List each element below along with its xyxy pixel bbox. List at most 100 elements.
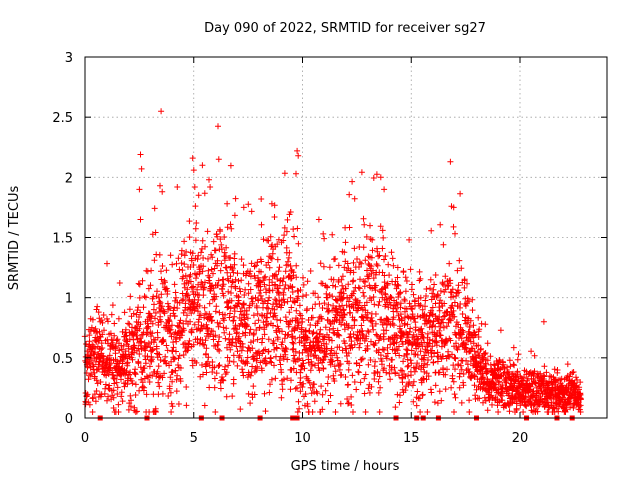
data-point <box>197 312 204 319</box>
data-point <box>92 325 99 332</box>
data-point <box>268 359 275 366</box>
data-point <box>381 365 388 372</box>
data-point <box>267 254 274 261</box>
data-point <box>167 252 174 259</box>
data-point <box>356 264 362 270</box>
data-point <box>346 360 352 367</box>
data-point <box>175 401 182 407</box>
data-point <box>355 284 362 291</box>
data-point <box>231 212 238 219</box>
data-point <box>454 267 461 274</box>
data-point <box>161 370 168 377</box>
data-point <box>345 366 352 373</box>
data-point <box>127 392 134 399</box>
data-point <box>456 384 463 391</box>
data-point <box>449 302 456 309</box>
data-point <box>330 329 337 336</box>
data-point <box>126 321 133 328</box>
data-point <box>438 343 445 350</box>
data-point <box>209 317 216 324</box>
data-point <box>461 276 468 283</box>
data-point <box>315 294 322 301</box>
data-point <box>193 359 200 366</box>
data-point <box>431 399 438 406</box>
data-point <box>447 337 454 344</box>
data-point <box>291 233 298 240</box>
data-point <box>289 283 296 290</box>
data-point <box>431 281 438 288</box>
data-point <box>224 200 231 207</box>
data-point <box>491 381 498 388</box>
data-point <box>289 339 296 346</box>
data-point <box>111 332 118 339</box>
data-point <box>394 301 401 308</box>
data-point <box>229 278 236 285</box>
data-point <box>413 402 420 409</box>
data-point <box>367 222 373 229</box>
data-point <box>196 268 203 275</box>
data-point <box>440 353 446 360</box>
data-point <box>241 314 248 321</box>
data-point <box>238 305 245 311</box>
data-point <box>405 362 412 369</box>
data-point <box>240 372 247 379</box>
data-point <box>104 397 110 404</box>
x-tick-label: 10 <box>294 431 311 446</box>
data-point <box>259 350 266 357</box>
data-point <box>123 332 130 339</box>
data-point <box>320 263 327 270</box>
data-point <box>331 363 338 370</box>
data-point <box>382 285 389 292</box>
data-point <box>372 358 379 365</box>
data-point <box>169 322 175 329</box>
data-point <box>437 288 444 294</box>
data-point <box>153 343 160 350</box>
data-point <box>165 393 172 399</box>
data-point <box>433 333 440 340</box>
data-point <box>257 292 264 299</box>
data-point <box>478 320 485 327</box>
data-point <box>156 351 163 358</box>
data-point <box>388 249 395 256</box>
data-point <box>200 341 206 348</box>
data-point <box>139 383 146 390</box>
data-point <box>180 327 187 334</box>
data-point <box>208 266 215 273</box>
data-point <box>350 269 357 276</box>
data-point <box>125 406 132 413</box>
data-point <box>334 308 340 315</box>
data-point <box>245 201 252 208</box>
data-point <box>93 388 100 394</box>
data-point <box>424 361 431 368</box>
data-point <box>268 200 275 207</box>
data-point <box>382 291 389 298</box>
data-point <box>283 228 290 235</box>
data-point <box>427 285 433 292</box>
data-point <box>372 311 379 317</box>
data-point <box>359 313 365 320</box>
data-point <box>355 369 362 376</box>
data-point <box>273 271 279 278</box>
data-point <box>444 366 450 373</box>
data-point <box>137 216 144 223</box>
data-point <box>171 304 178 311</box>
x-tick-label: 15 <box>403 431 420 446</box>
data-point <box>287 263 294 269</box>
data-point <box>404 363 411 370</box>
data-point <box>408 305 415 312</box>
data-point <box>358 169 365 176</box>
data-point <box>271 362 277 369</box>
data-point <box>295 240 302 247</box>
data-point <box>458 399 465 406</box>
data-point <box>116 347 123 354</box>
data-point <box>309 314 316 321</box>
data-point <box>339 282 346 289</box>
data-point <box>480 375 487 381</box>
data-point <box>227 254 234 261</box>
data-point <box>271 306 278 313</box>
data-point <box>379 346 386 353</box>
data-point <box>319 305 326 311</box>
data-point <box>447 317 454 324</box>
data-point <box>284 332 291 339</box>
data-point <box>287 209 294 215</box>
